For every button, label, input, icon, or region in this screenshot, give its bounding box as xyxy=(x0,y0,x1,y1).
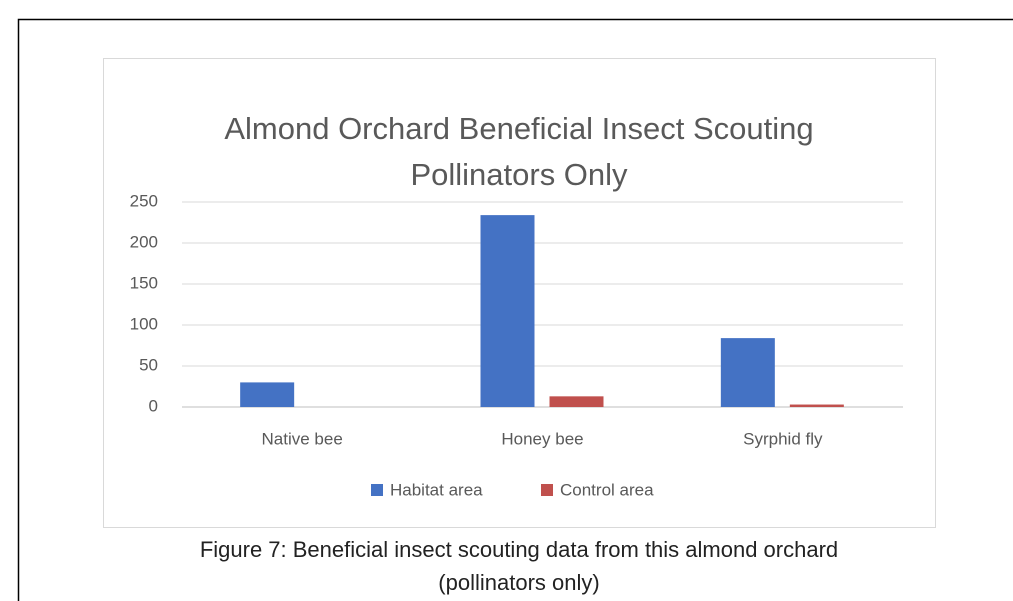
figure-caption: (pollinators only) xyxy=(438,570,599,595)
legend-swatch xyxy=(371,484,383,496)
outer-border xyxy=(17,18,1013,601)
legend-label: Habitat area xyxy=(390,480,483,499)
y-tick-label: 100 xyxy=(130,314,158,333)
chart-title: Pollinators Only xyxy=(410,157,628,192)
bar xyxy=(789,404,844,407)
bar xyxy=(480,215,535,407)
bar xyxy=(720,338,775,407)
legend-swatch xyxy=(541,484,553,496)
y-tick-label: 0 xyxy=(149,396,158,415)
y-tick-label: 200 xyxy=(130,232,158,251)
figure-caption: Figure 7: Beneficial insect scouting dat… xyxy=(200,537,838,562)
bar xyxy=(240,382,295,407)
bar xyxy=(549,396,604,407)
y-tick-label: 250 xyxy=(130,191,158,210)
legend-label: Control area xyxy=(560,480,654,499)
y-tick-label: 50 xyxy=(139,355,158,374)
x-tick-label: Native bee xyxy=(262,429,343,448)
x-tick-label: Honey bee xyxy=(501,429,583,448)
chart-title: Almond Orchard Beneficial Insect Scoutin… xyxy=(224,111,813,146)
x-tick-label: Syrphid fly xyxy=(743,429,823,448)
y-tick-label: 150 xyxy=(130,273,158,292)
